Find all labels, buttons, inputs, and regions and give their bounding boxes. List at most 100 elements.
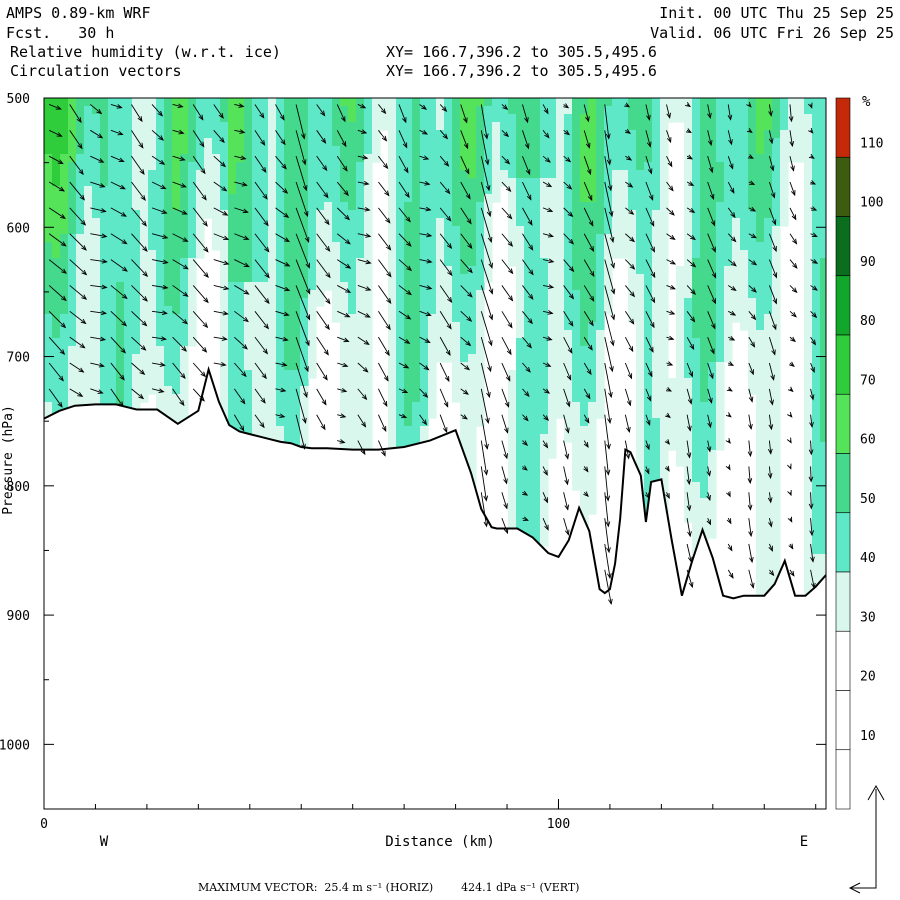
rh-cell xyxy=(52,418,61,427)
rh-cell xyxy=(52,738,61,747)
rh-cell xyxy=(108,394,117,403)
rh-cell xyxy=(188,202,197,211)
rh-cell xyxy=(52,298,61,307)
rh-cell xyxy=(556,202,565,211)
rh-cell xyxy=(564,258,573,267)
rh-cell xyxy=(508,570,517,579)
rh-cell xyxy=(252,250,261,259)
rh-cell xyxy=(548,306,557,315)
rh-cell xyxy=(476,666,485,675)
rh-cell xyxy=(732,306,741,315)
rh-cell xyxy=(580,218,589,227)
rh-cell xyxy=(284,178,293,187)
rh-cell xyxy=(660,402,669,411)
rh-cell xyxy=(548,442,557,451)
rh-cell xyxy=(76,626,85,635)
rh-cell xyxy=(156,242,165,251)
rh-cell xyxy=(172,426,181,435)
rh-cell xyxy=(260,362,269,371)
rh-cell xyxy=(812,178,821,187)
rh-cell xyxy=(524,330,533,339)
rh-cell xyxy=(180,690,189,699)
rh-cell xyxy=(348,570,357,579)
rh-cell xyxy=(276,370,285,379)
rh-cell xyxy=(124,122,133,131)
rh-cell xyxy=(148,98,157,107)
rh-cell xyxy=(588,418,597,427)
rh-cell xyxy=(804,178,813,187)
rh-cell xyxy=(812,194,821,203)
rh-cell xyxy=(292,98,301,107)
rh-cell xyxy=(500,98,509,107)
rh-cell xyxy=(532,610,541,619)
rh-cell xyxy=(164,386,173,395)
rh-cell xyxy=(684,226,693,235)
rh-cell xyxy=(636,218,645,227)
rh-cell xyxy=(420,146,429,155)
rh-cell xyxy=(100,482,109,491)
rh-cell xyxy=(588,106,597,115)
rh-cell xyxy=(820,442,826,451)
rh-cell xyxy=(316,258,325,267)
rh-cell xyxy=(100,650,109,659)
rh-cell xyxy=(92,482,101,491)
rh-cell xyxy=(284,426,293,435)
rh-cell xyxy=(692,210,701,219)
rh-cell xyxy=(732,186,741,195)
rh-cell xyxy=(764,562,773,571)
rh-cell xyxy=(732,122,741,131)
rh-cell xyxy=(60,722,69,731)
rh-cell xyxy=(388,178,397,187)
rh-cell xyxy=(684,234,693,243)
rh-cell xyxy=(244,578,253,587)
rh-cell xyxy=(604,274,613,283)
rh-cell xyxy=(692,290,701,299)
rh-cell xyxy=(196,202,205,211)
rh-cell xyxy=(660,554,669,563)
rh-cell xyxy=(652,186,661,195)
rh-cell xyxy=(468,570,477,579)
rh-cell xyxy=(140,354,149,363)
rh-cell xyxy=(468,466,477,475)
rh-cell xyxy=(428,130,437,139)
rh-cell xyxy=(636,562,645,571)
rh-cell xyxy=(820,290,826,299)
rh-cell xyxy=(764,434,773,443)
rh-cell xyxy=(268,306,277,315)
rh-cell xyxy=(724,98,733,107)
rh-cell xyxy=(508,498,517,507)
rh-cell xyxy=(636,106,645,115)
rh-cell xyxy=(340,514,349,523)
rh-cell xyxy=(276,98,285,107)
rh-cell xyxy=(444,338,453,347)
rh-cell xyxy=(772,362,781,371)
rh-cell xyxy=(412,394,421,403)
rh-cell xyxy=(476,538,485,547)
rh-cell xyxy=(812,498,821,507)
rh-cell xyxy=(284,146,293,155)
rh-cell xyxy=(700,514,709,523)
rh-cell xyxy=(724,202,733,211)
rh-cell xyxy=(356,458,365,467)
rh-cell xyxy=(76,234,85,243)
rh-cell xyxy=(684,106,693,115)
rh-cell xyxy=(756,322,765,331)
rh-cell xyxy=(756,778,765,787)
rh-cell xyxy=(644,618,653,627)
rh-cell xyxy=(364,218,373,227)
rh-cell xyxy=(244,490,253,499)
rh-cell xyxy=(132,258,141,267)
rh-cell xyxy=(292,106,301,115)
rh-cell xyxy=(196,250,205,259)
rh-cell xyxy=(740,202,749,211)
rh-cell xyxy=(52,450,61,459)
rh-cell xyxy=(348,762,357,771)
rh-cell xyxy=(52,226,61,235)
rh-cell xyxy=(476,330,485,339)
rh-cell xyxy=(84,258,93,267)
rh-cell xyxy=(76,506,85,515)
rh-cell xyxy=(276,226,285,235)
rh-cell xyxy=(356,362,365,371)
rh-cell xyxy=(412,314,421,323)
rh-cell xyxy=(204,154,213,163)
